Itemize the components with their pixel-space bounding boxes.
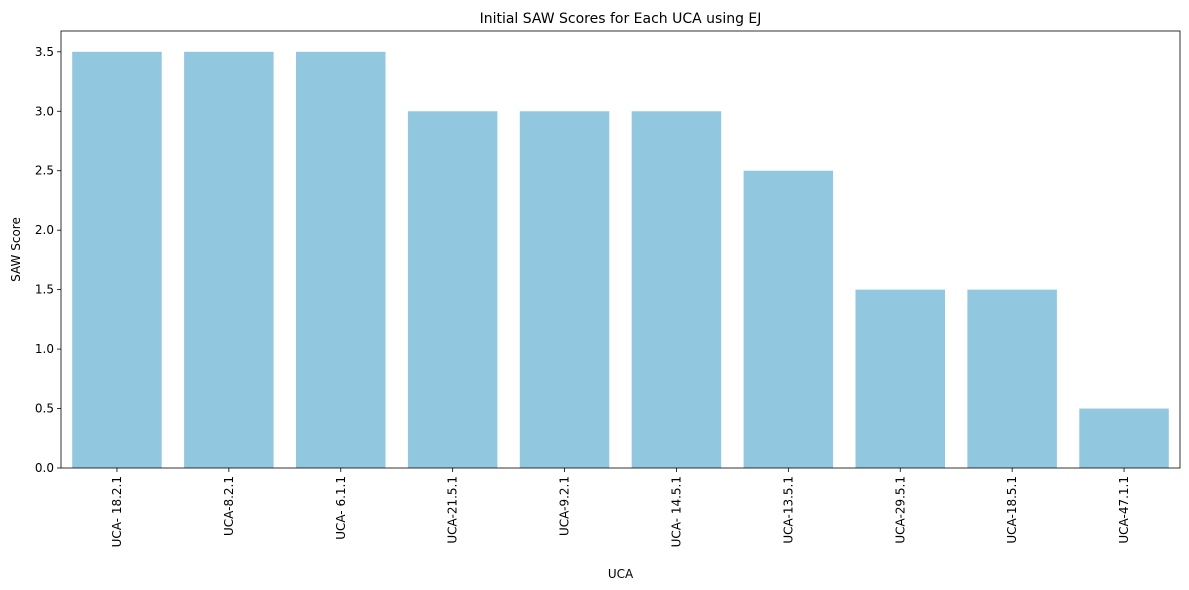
bar [631,111,722,468]
y-axis-label: SAW Score [9,217,23,282]
bars-group [72,51,1169,469]
bar [295,51,386,469]
bar [855,289,946,468]
x-tick-label: UCA-29.5.1 [893,476,907,544]
y-tick-label: 1.5 [35,283,54,297]
y-tick-label: 3.5 [35,45,54,59]
bar [967,289,1057,468]
x-tick-label: UCA-8.2.1 [222,476,236,536]
y-tick-label: 2.0 [35,223,54,237]
y-tick-label: 2.5 [35,164,54,178]
x-tick-label: UCA- 18.2.1 [110,476,124,547]
bar [407,111,498,468]
y-tick-label: 1.0 [35,342,54,356]
x-axis-label: UCA [608,567,634,581]
y-tick-label: 3.0 [35,104,54,118]
y-tick-label: 0.5 [35,402,54,416]
x-tick-label: UCA-47.1.1 [1117,476,1131,544]
x-axis: UCA- 18.2.1 UCA-8.2.1 UCA- 6.1.1 UCA-21.5.1… [110,468,1131,547]
bar [743,170,834,469]
x-tick-label: UCA-9.2.1 [558,476,572,536]
y-tick-label: 0.0 [35,461,54,475]
chart-title: Initial SAW Scores for Each UCA using EJ [480,11,762,27]
bar [1079,408,1169,468]
bar [72,51,162,469]
x-tick-label: UCA- 14.5.1 [669,476,683,547]
x-tick-label: UCA-21.5.1 [446,476,460,544]
x-tick-label: UCA- 6.1.1 [334,476,348,540]
bar [519,111,610,468]
x-tick-label: UCA-18.5.1 [1005,476,1019,544]
bar [184,51,274,469]
x-tick-label: UCA-13.5.1 [781,476,795,544]
plot-frame [60,30,1181,469]
y-axis: 0.0 0.5 1.0 1.5 2.0 2.5 3.0 3.5 [35,45,61,475]
